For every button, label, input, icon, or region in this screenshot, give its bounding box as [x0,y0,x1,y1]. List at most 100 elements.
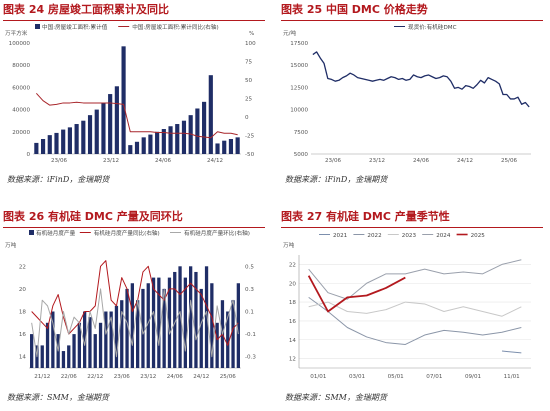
y-tick-label: 18 [19,310,27,316]
x-tick-label: 23/06 [51,158,68,164]
x-tick-label: 24/12 [457,158,473,164]
bar [141,288,145,368]
legend-swatch [35,24,40,29]
y2-tick-label: 0.1 [245,310,254,316]
x-tick-label: 24/06 [413,158,430,164]
title-divider [281,227,543,229]
bar [188,115,193,154]
chart-canvas: 万平方米 % 0 20000 40000 60000 80000 100000 -50 -25 0 2… [5,23,256,164]
bar [157,277,161,368]
y2-tick-label: 0.5 [245,264,254,270]
legend-label: 中国:房屋竣工面积:累计同比(右轴) [132,23,218,31]
y2-tick-label: 100 [245,41,256,47]
y-tick-label: 7500 [294,130,309,136]
title-divider [281,20,543,22]
series-line-3 [308,259,522,300]
bar [173,271,177,368]
x-tick-label: 01/01 [310,374,327,380]
title-divider [3,227,265,229]
x-tick-label: 23/12 [140,374,156,380]
bar [120,300,124,368]
y2-tick-label: -25 [245,134,255,140]
x-tick-label: 23/06 [114,374,131,380]
x-tick-label: 24/06 [167,374,184,380]
legend-label: 有机硅月度产量 [36,229,76,237]
x-tick-label: 25/06 [220,374,237,380]
chart-title: 图表 27 有机硅 DMC 产量季节性 [281,210,450,223]
axis-unit-left: 元/吨 [283,29,296,37]
bar [51,311,55,368]
legend-label: 2023 [402,233,417,239]
chart-source: 数据来源：SMM，金瑞期货 [285,393,387,402]
bar [151,277,156,368]
bar [83,311,87,368]
bar [128,145,133,154]
axis-unit-left: 万平方米 [5,29,28,37]
bar [34,142,39,154]
bar [141,137,146,154]
y-tick-label: 60000 [12,85,30,91]
chart-panel-24: 图表 24 房屋竣工面积累计及同比 万平方米% 0 20000 40000 60000 8… [3,3,268,191]
bar [88,317,92,368]
bar [94,109,99,154]
x-tick-label: 25/06 [501,158,518,164]
bar [136,300,140,368]
bar [114,305,119,368]
y-tick-label: 12 [289,357,296,363]
x-tick-label: 07/01 [426,374,443,380]
bar [148,134,153,154]
x-tick-label: 24/12 [207,158,223,164]
x-tick-label: 21/12 [34,374,50,380]
x-tick-label: 05/01 [388,374,405,380]
x-tick-label: 22/06 [61,374,78,380]
y2-tick-label: 25 [245,97,253,103]
y-tick-label: 100000 [9,41,31,47]
y-tick-label: 10000 [290,108,308,114]
x-tick-label: 23/12 [369,158,385,164]
title-divider [3,20,265,22]
bar [93,334,97,368]
bar [114,86,119,154]
bar [74,124,79,154]
bar [121,46,126,154]
bar [130,283,134,368]
y2-tick-label: 50 [245,78,253,84]
y-tick-label: 20 [289,281,297,287]
bar [125,288,129,368]
x-tick-label: 23/12 [103,158,119,164]
legend-label: 2022 [367,233,381,239]
bar [202,101,207,154]
y-tick-label: 14 [19,355,27,361]
series-line-1 [35,92,238,139]
y-tick-label: 16 [19,332,27,338]
y2-tick-label: -50 [245,152,255,158]
y2-tick-label: 0.3 [245,287,254,293]
bar [194,271,198,368]
bar [47,135,52,154]
y-tick-label: 15000 [290,63,308,69]
y2-tick-label: -0.1 [245,332,256,338]
legend-label: 2021 [333,233,348,239]
bar [189,266,193,368]
legend-label: 2025 [471,233,486,239]
chart-title: 图表 24 房屋竣工面积累计及同比 [3,3,169,16]
bar [167,277,172,368]
series-line-0 [312,51,530,108]
y-tick-label: 80000 [12,63,30,69]
y-tick-label: 17500 [290,41,308,47]
y-tick-label: 22 [19,264,26,270]
bar [108,94,113,154]
bar [215,322,219,368]
bar [61,129,66,154]
series-line-1 [308,296,522,345]
chart-canvas: 万吨 14 16 18 20 22 -0.3 -0.1 0.1 0.3 0.5 21/12 22/06 2… [5,229,256,380]
bar [61,351,66,368]
chart-title: 图表 25 中国 DMC 价格走势 [281,3,428,16]
bar [134,141,140,154]
bar [40,139,46,154]
axis-unit-left: 万吨 [5,241,17,249]
bar [146,283,150,368]
series-line-1 [31,260,239,346]
chart-source: 数据来源：SMM，金瑞期货 [7,393,109,402]
bar [181,120,187,154]
